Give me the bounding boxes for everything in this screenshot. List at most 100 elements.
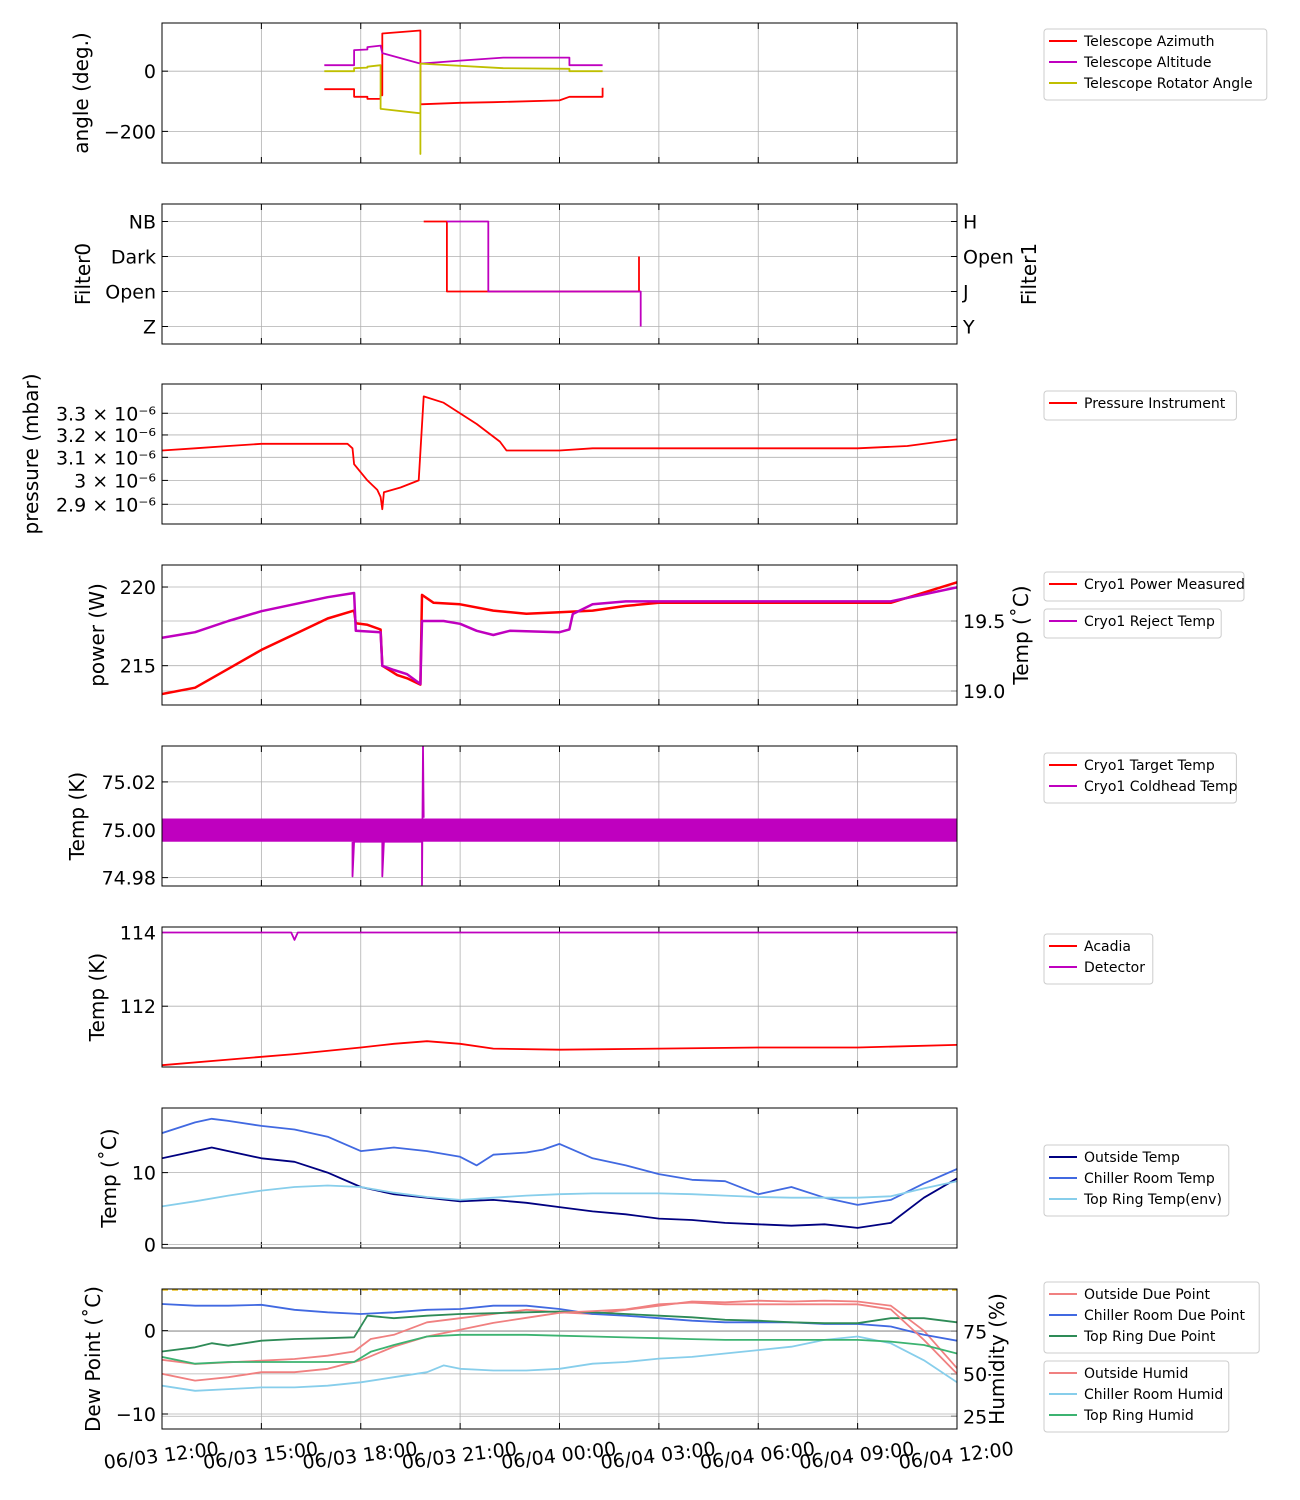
panel-detector_temp: 114 112 Temp (K) Acadia Detector — [85, 923, 1154, 1068]
y-tick-label: 112 — [120, 996, 156, 1018]
y-tick-label: Open — [105, 282, 156, 304]
y-tick-label: 0 — [144, 61, 156, 83]
legend-label: Telescope Rotator Angle — [1083, 76, 1253, 92]
legend-box — [1043, 1144, 1230, 1217]
series-line-1 — [162, 586, 957, 686]
y-tick-label: 0 — [144, 1321, 156, 1343]
legend-box — [1043, 1281, 1260, 1354]
legend-label: Acadia — [1084, 939, 1131, 955]
legend-label: Pressure Instrument — [1084, 396, 1226, 412]
plot-frame — [161, 745, 958, 887]
y-axis-label: Temp (K) — [65, 772, 89, 861]
series-group — [162, 931, 957, 1067]
y-tick-label: −10 — [116, 1404, 156, 1426]
y-tick-label: −200 — [104, 121, 156, 143]
series-line-1 — [351, 746, 425, 886]
series-group — [162, 395, 957, 511]
legend-box — [1043, 571, 1245, 602]
panel-filter: NB Dark Open Z H Open JY Filter0 Filter1 — [71, 203, 1041, 345]
legend-label: Chiller Room Temp — [1084, 1171, 1215, 1187]
legend-label: Outside Temp — [1084, 1150, 1180, 1166]
series-group — [162, 1117, 957, 1229]
legend-label: Cryo1 Target Temp — [1084, 758, 1215, 774]
y-tick-label: 75.02 — [102, 772, 156, 794]
legend-label: Chiller Room Humid — [1084, 1387, 1223, 1403]
legend: Telescope Azimuth Telescope Altitude Teles… — [1043, 28, 1268, 101]
y-tick-label: 3.2 × 10⁻⁶ — [56, 425, 156, 447]
y-axis-label: power (W) — [85, 583, 109, 687]
y-tick-label: 2.9 × 10⁻⁶ — [56, 494, 156, 516]
series-band — [162, 818, 957, 842]
panel-dewpoint: 0 −10 75 50 25 Dew Point (˚C) Humidity (%) Outs… — [81, 1281, 1260, 1433]
plot-frame — [161, 383, 958, 525]
series-line-2 — [324, 62, 603, 155]
legend-label: Detector — [1084, 960, 1145, 976]
series-line-0 — [324, 29, 604, 106]
y-tick-label: 220 — [120, 577, 156, 599]
legend-box — [1043, 1360, 1230, 1433]
legend-label: Cryo1 Reject Temp — [1084, 614, 1215, 630]
series-line-0 — [162, 1040, 957, 1067]
legend: Acadia Detector — [1043, 933, 1154, 985]
y-tick-label: 114 — [120, 923, 156, 945]
legend-label: Top Ring Due Point — [1083, 1329, 1216, 1345]
y-tick-label: NB — [129, 212, 156, 234]
legend: Pressure Instrument — [1043, 390, 1237, 421]
y-right-tick-label: 19.0 — [963, 681, 1005, 703]
y-tick-label: 74.98 — [102, 868, 156, 890]
y-tick-label: 0 — [144, 1234, 156, 1256]
y-tick-label: 75.00 — [102, 820, 156, 842]
y-tick-label: 3.3 × 10⁻⁶ — [56, 403, 156, 425]
legend-label: Top Ring Humid — [1083, 1408, 1194, 1424]
series-line-1 — [446, 220, 642, 327]
series-line-0 — [162, 581, 957, 696]
legend-label: Chiller Room Due Point — [1084, 1308, 1245, 1324]
x-tick-label: 06/04 12:00 — [898, 1438, 1015, 1474]
legend-box — [1043, 390, 1237, 421]
y-axis-label: Temp (˚C) — [97, 1128, 121, 1228]
y-right-tick-label: 75 — [963, 1321, 987, 1343]
plot-frame — [161, 1288, 958, 1430]
y-tick-label: Dark — [111, 247, 156, 269]
y-right-tick-label: 50 — [963, 1364, 987, 1386]
y-axis-label-right: Filter1 — [1017, 243, 1041, 305]
plot-frame — [161, 1107, 958, 1249]
y-tick-label: 3 × 10⁻⁶ — [74, 470, 156, 492]
y-right-tick-label: H — [963, 212, 977, 234]
y-right-tick-label: Y — [962, 317, 975, 339]
y-tick-label: 215 — [120, 656, 156, 678]
y-right-tick-label: J — [962, 282, 969, 304]
legend: Outside Humid Chiller Room Humid Top Ring … — [1043, 1360, 1230, 1433]
y-right-tick-label: Open — [963, 247, 1014, 269]
y-axis-label-right: Temp (˚C) — [1009, 585, 1033, 685]
panel-cryo_temp: 75.02 75.00 74.98 Temp (K) Cryo1 Target Temp… — [65, 745, 1238, 890]
legend: Cryo1 Target Temp Cryo1 Coldhead Temp — [1043, 752, 1238, 804]
plot-frame — [161, 22, 958, 164]
plot-frame — [161, 203, 958, 345]
y-axis-label-right: Humidity (%) — [985, 1293, 1009, 1425]
legend-label: Outside Due Point — [1084, 1287, 1211, 1303]
series-line-2 — [162, 1180, 957, 1208]
y-right-tick-label: 25 — [963, 1406, 987, 1428]
series-line-1 — [162, 931, 957, 941]
y-tick-label: Z — [143, 317, 156, 339]
panel-telescope: 0 −200 angle (deg.) Telescope AzimuthTelesc… — [69, 22, 1268, 164]
panel-cryo_power: 220 215 19.5 19.0 power (W) Temp (˚C) Cryo1 Po… — [85, 564, 1245, 706]
series-line-0 — [162, 1146, 957, 1229]
series-line-0 — [162, 395, 957, 511]
y-axis-label: pressure (mbar) — [19, 373, 43, 534]
series-line-5 — [162, 1333, 957, 1365]
plot-frame — [161, 564, 958, 706]
y-tick-label: 10 — [132, 1163, 156, 1185]
legend-box — [1043, 28, 1268, 101]
series-line-1 — [162, 1117, 957, 1206]
legend: Cryo1 Reject Temp — [1043, 608, 1222, 639]
panel-env_temp: 10 0 Temp (˚C) Outside Temp Chiller Room Tem… — [97, 1107, 1230, 1256]
legend: Cryo1 Power Measured — [1043, 571, 1245, 602]
legend-label: Cryo1 Power Measured — [1084, 577, 1245, 593]
y-tick-label: 3.1 × 10⁻⁶ — [56, 447, 156, 469]
y-axis-label: angle (deg.) — [69, 32, 93, 154]
y-axis-label: Filter0 — [71, 243, 95, 305]
y-axis-label: Dew Point (˚C) — [81, 1286, 105, 1432]
